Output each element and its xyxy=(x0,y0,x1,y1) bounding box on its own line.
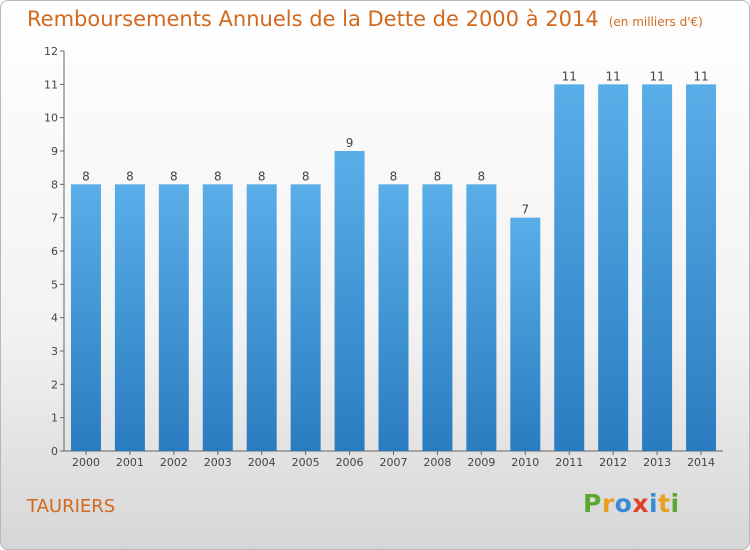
y-tick-label: 6 xyxy=(51,245,58,258)
y-tick-label: 9 xyxy=(51,145,58,158)
logo-letter: r xyxy=(601,489,615,518)
y-tick-label: 11 xyxy=(44,78,58,91)
bar xyxy=(246,184,277,452)
bar-value-label: 8 xyxy=(170,169,178,183)
bar xyxy=(334,151,365,451)
y-tick-label: 2 xyxy=(51,378,58,391)
bar-value-label: 11 xyxy=(606,69,621,83)
bar-value-label: 11 xyxy=(693,69,708,83)
x-tick-label: 2000 xyxy=(72,456,100,469)
bar-value-label: 11 xyxy=(562,69,577,83)
y-tick-label: 4 xyxy=(51,312,58,325)
x-tick-label: 2002 xyxy=(160,456,188,469)
bar-value-label: 8 xyxy=(126,169,134,183)
x-tick-label: 2008 xyxy=(423,456,451,469)
bar xyxy=(202,184,233,452)
x-tick-label: 2003 xyxy=(204,456,232,469)
x-tick-label: 2001 xyxy=(116,456,144,469)
x-tick-label: 2007 xyxy=(380,456,408,469)
bar xyxy=(290,184,321,452)
city-name: TAURIERS xyxy=(27,496,116,517)
bar-value-label: 8 xyxy=(434,169,442,183)
bar xyxy=(158,184,189,452)
y-tick-label: 10 xyxy=(44,112,58,125)
logo-letter: t xyxy=(658,489,671,518)
bar-value-label: 8 xyxy=(302,169,310,183)
logo-letter: i xyxy=(670,489,680,518)
bar xyxy=(114,184,145,452)
logo-letter: i xyxy=(649,489,659,518)
y-tick-label: 5 xyxy=(51,278,58,291)
bar-value-label: 8 xyxy=(82,169,90,183)
chart-subtitle: (en milliers d'€) xyxy=(608,15,703,29)
x-tick-label: 2012 xyxy=(599,456,627,469)
bar xyxy=(422,184,453,452)
bar xyxy=(378,184,409,452)
bar xyxy=(598,84,629,451)
bar-value-label: 9 xyxy=(346,136,354,150)
bar-value-label: 8 xyxy=(390,169,398,183)
y-tick-label: 7 xyxy=(51,212,58,225)
y-tick-label: 1 xyxy=(51,412,58,425)
x-tick-label: 2006 xyxy=(336,456,364,469)
logo-letter: o xyxy=(614,489,633,518)
bar-value-label: 11 xyxy=(649,69,664,83)
bar xyxy=(642,84,673,451)
bar-value-label: 8 xyxy=(214,169,222,183)
x-tick-label: 2013 xyxy=(643,456,671,469)
chart-title-block: Remboursements Annuels de la Dette de 20… xyxy=(27,7,703,31)
bar xyxy=(466,184,497,452)
y-tick-label: 8 xyxy=(51,178,58,191)
y-tick-label: 12 xyxy=(44,45,58,58)
bar xyxy=(70,184,101,452)
logo-letter: x xyxy=(632,489,649,518)
bar xyxy=(554,84,585,451)
bar-value-label: 7 xyxy=(521,203,529,217)
x-tick-label: 2009 xyxy=(467,456,495,469)
x-tick-label: 2014 xyxy=(687,456,715,469)
y-tick-label: 0 xyxy=(51,445,58,458)
proxiti-logo: Proxiti xyxy=(583,489,680,518)
bar xyxy=(686,84,717,451)
x-tick-label: 2011 xyxy=(555,456,583,469)
x-tick-label: 2004 xyxy=(248,456,276,469)
bar xyxy=(510,217,541,451)
y-tick-label: 3 xyxy=(51,345,58,358)
logo-letter: P xyxy=(583,489,602,518)
x-tick-label: 2005 xyxy=(292,456,320,469)
bar-value-label: 8 xyxy=(478,169,486,183)
chart-title: Remboursements Annuels de la Dette de 20… xyxy=(27,7,599,31)
bar-value-label: 8 xyxy=(258,169,266,183)
x-tick-label: 2010 xyxy=(511,456,539,469)
